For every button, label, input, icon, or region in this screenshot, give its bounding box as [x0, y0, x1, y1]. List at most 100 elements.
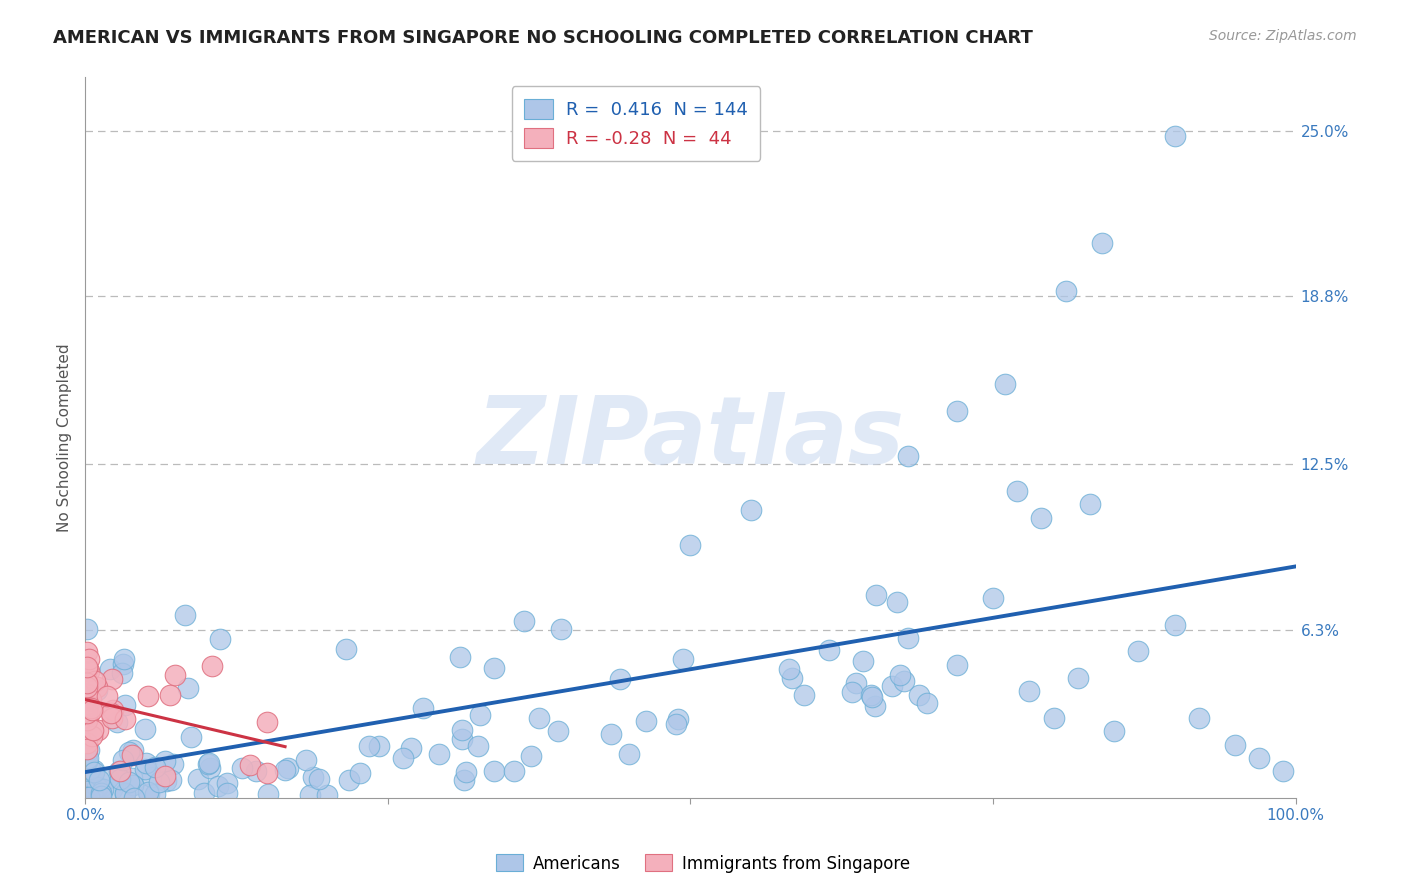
Point	[76, 754, 98, 768]
Point	[79, 707, 101, 722]
Point	[76, 742, 98, 756]
Point	[86, 780, 108, 795]
Point	[298, 788, 321, 802]
Point	[1005, 484, 1028, 499]
Point	[427, 747, 450, 761]
Point	[76, 659, 98, 673]
Point	[75, 780, 97, 794]
Point	[114, 787, 136, 801]
Point	[665, 717, 688, 731]
Point	[76, 687, 98, 701]
Point	[1163, 617, 1185, 632]
Point	[740, 503, 762, 517]
Point	[76, 645, 98, 659]
Point	[453, 772, 475, 787]
Point	[143, 787, 166, 801]
Point	[454, 765, 477, 780]
Y-axis label: No Schooling Completed: No Schooling Completed	[58, 343, 72, 532]
Point	[141, 770, 163, 784]
Point	[159, 688, 181, 702]
Point	[111, 752, 134, 766]
Point	[121, 748, 143, 763]
Point	[256, 766, 278, 780]
Point	[114, 698, 136, 712]
Point	[818, 642, 841, 657]
Point	[148, 774, 170, 789]
Point	[451, 723, 474, 737]
Point	[76, 697, 98, 711]
Point	[1078, 498, 1101, 512]
Point	[520, 749, 543, 764]
Point	[679, 537, 702, 551]
Point	[76, 680, 98, 694]
Point	[672, 652, 695, 666]
Point	[215, 776, 238, 790]
Point	[79, 652, 101, 666]
Point	[86, 680, 108, 694]
Point	[782, 671, 804, 685]
Point	[412, 701, 434, 715]
Point	[316, 788, 339, 802]
Point	[778, 662, 800, 676]
Point	[273, 763, 295, 777]
Point	[295, 753, 318, 767]
Point	[1128, 644, 1150, 658]
Point	[155, 754, 177, 768]
Point	[122, 790, 145, 805]
Point	[880, 680, 903, 694]
Point	[76, 713, 98, 727]
Point	[1031, 511, 1053, 525]
Point	[75, 711, 97, 725]
Point	[208, 632, 231, 646]
Point	[111, 657, 134, 672]
Text: ZIPatlas: ZIPatlas	[477, 392, 904, 483]
Point	[155, 769, 177, 783]
Point	[550, 622, 572, 636]
Point	[215, 786, 238, 800]
Point	[529, 711, 551, 725]
Point	[90, 785, 112, 799]
Point	[513, 614, 536, 628]
Point	[100, 706, 122, 721]
Point	[792, 688, 814, 702]
Point	[547, 723, 569, 738]
Point	[135, 756, 157, 770]
Point	[893, 674, 915, 689]
Point	[335, 641, 357, 656]
Point	[79, 693, 101, 707]
Point	[108, 772, 131, 786]
Point	[1163, 129, 1185, 144]
Point	[450, 732, 472, 747]
Point	[122, 778, 145, 792]
Point	[865, 589, 887, 603]
Point	[75, 790, 97, 805]
Point	[100, 711, 122, 725]
Point	[80, 729, 103, 743]
Point	[87, 773, 110, 788]
Point	[155, 774, 177, 789]
Point	[174, 608, 197, 623]
Point	[114, 712, 136, 726]
Point	[75, 780, 97, 794]
Point	[201, 659, 224, 673]
Point	[75, 691, 97, 706]
Point	[90, 789, 112, 804]
Point	[207, 780, 229, 794]
Legend: R =  0.416  N = 144, R = -0.28  N =  44: R = 0.416 N = 144, R = -0.28 N = 44	[512, 87, 761, 161]
Point	[198, 756, 221, 770]
Point	[112, 651, 135, 665]
Point	[845, 676, 868, 690]
Point	[600, 727, 623, 741]
Point	[80, 701, 103, 715]
Point	[114, 786, 136, 800]
Point	[1067, 671, 1090, 685]
Point	[349, 765, 371, 780]
Point	[257, 788, 280, 802]
Point	[138, 787, 160, 801]
Point	[994, 377, 1017, 392]
Point	[134, 762, 156, 776]
Text: Source: ZipAtlas.com: Source: ZipAtlas.com	[1209, 29, 1357, 43]
Point	[86, 723, 108, 737]
Point	[110, 665, 132, 680]
Point	[399, 741, 422, 756]
